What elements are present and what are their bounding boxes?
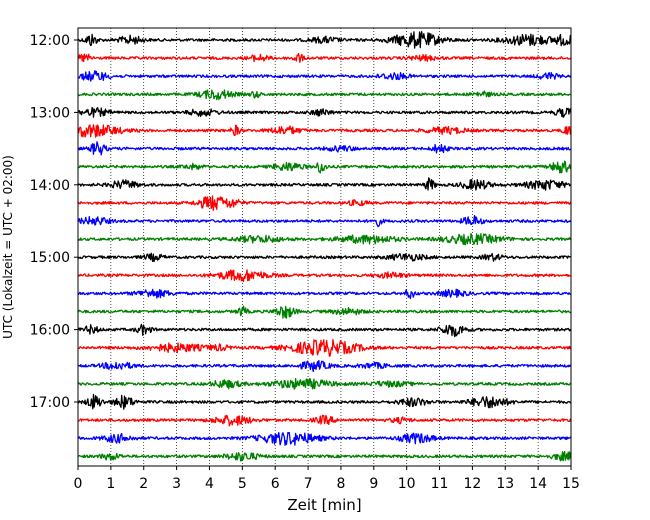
trace-line bbox=[77, 377, 572, 390]
y-tick-label: 17:00 bbox=[30, 395, 70, 411]
trace-line bbox=[77, 414, 572, 427]
trace-line bbox=[77, 323, 572, 338]
trace-line bbox=[77, 214, 572, 228]
trace-line bbox=[77, 269, 572, 283]
trace-line bbox=[77, 252, 572, 263]
trace-line bbox=[77, 106, 572, 118]
x-tick-label: 9 bbox=[369, 476, 378, 492]
x-tick-label: 11 bbox=[431, 476, 449, 492]
x-tick-label: 6 bbox=[271, 476, 280, 492]
x-tick-label: 13 bbox=[496, 476, 514, 492]
x-tick-label: 10 bbox=[398, 476, 416, 492]
x-tick-label: 7 bbox=[304, 476, 313, 492]
x-tick-label: 14 bbox=[529, 476, 547, 492]
y-tick-label: 13:00 bbox=[30, 105, 70, 121]
trace-line bbox=[77, 177, 572, 191]
trace-line bbox=[78, 305, 572, 319]
trace-line bbox=[77, 338, 572, 357]
x-tick-label: 1 bbox=[106, 476, 115, 492]
grid-lines bbox=[110, 28, 539, 466]
trace-line bbox=[77, 232, 572, 246]
x-tick-label: 8 bbox=[336, 476, 345, 492]
x-tick-label: 0 bbox=[74, 476, 83, 492]
x-tick-label: 5 bbox=[238, 476, 247, 492]
trace-line bbox=[77, 69, 572, 82]
plot-frame bbox=[77, 27, 572, 467]
trace-line bbox=[77, 431, 572, 446]
seismic-traces bbox=[77, 31, 572, 462]
trace-line bbox=[77, 52, 572, 63]
trace-line bbox=[77, 89, 572, 101]
y-tick-label: 12:00 bbox=[30, 33, 70, 49]
trace-line bbox=[77, 450, 572, 462]
y-axis-label: UTC (Lokalzeit = UTC + 02:00) bbox=[1, 155, 15, 339]
y-axis-ticks: 12:00 13:00 14:00 15:00 16:00 17:00 bbox=[30, 33, 78, 411]
x-tick-label: 15 bbox=[562, 476, 580, 492]
y-tick-label: 14:00 bbox=[30, 178, 70, 194]
x-axis-label: Zeit [min] bbox=[287, 496, 361, 514]
trace-line bbox=[77, 288, 572, 300]
x-tick-label: 12 bbox=[463, 476, 481, 492]
trace-line bbox=[77, 141, 572, 156]
trace-line bbox=[77, 195, 572, 212]
trace-line bbox=[77, 31, 572, 49]
trace-line bbox=[77, 124, 572, 138]
trace-line bbox=[77, 359, 572, 373]
trace-line bbox=[77, 393, 572, 410]
x-tick-label: 2 bbox=[139, 476, 148, 492]
x-axis-ticks: 0 1 2 3 4 5 6 7 8 9 10 11 12 13 14 15 bbox=[74, 466, 580, 492]
x-tick-label: 4 bbox=[205, 476, 214, 492]
y-tick-label: 16:00 bbox=[30, 323, 70, 339]
trace-line bbox=[77, 160, 572, 174]
x-tick-label: 3 bbox=[172, 476, 181, 492]
y-tick-label: 15:00 bbox=[30, 250, 70, 266]
